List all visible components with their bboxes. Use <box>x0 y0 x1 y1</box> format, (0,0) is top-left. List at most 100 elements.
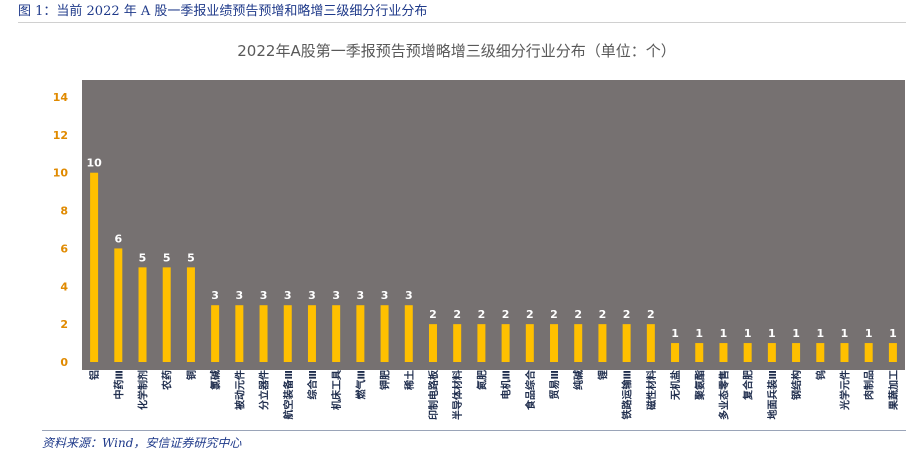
bar <box>90 172 99 362</box>
source-note: 资料来源：Wind，安信证券研究中心 <box>42 436 242 450</box>
bar <box>428 324 437 362</box>
data-label: 1 <box>744 327 752 340</box>
bar <box>622 324 631 362</box>
x-tick-label: 贸易Ⅲ <box>548 370 561 399</box>
chart-title: 2022年A股第一季报预告预增略增三级细分行业分布（单位：个） <box>237 42 676 60</box>
data-label: 3 <box>211 289 219 302</box>
x-tick-label: 农药 <box>161 370 174 391</box>
data-label: 2 <box>502 308 510 321</box>
data-label: 1 <box>816 327 824 340</box>
data-label: 3 <box>381 289 389 302</box>
bar <box>114 248 123 362</box>
data-label: 5 <box>139 251 147 264</box>
chart-frame <box>18 22 906 428</box>
x-tick-label: 地面兵装Ⅲ <box>766 370 779 419</box>
bar <box>186 267 195 362</box>
bar <box>380 305 389 362</box>
bar <box>307 305 316 362</box>
data-label: 2 <box>574 308 582 321</box>
x-tick-label: 食品综合 <box>524 369 537 411</box>
bar <box>453 324 462 362</box>
data-label: 3 <box>260 289 268 302</box>
data-label: 2 <box>599 308 607 321</box>
y-tick-label: 0 <box>60 356 68 369</box>
x-tick-label: 磁性材料 <box>645 370 658 410</box>
x-axis: 铝 中药Ⅲ 化学制剂 农药 铜 氯碱 被动元件 分立器件 航空装备Ⅲ 综合Ⅲ 机床工具 燃气Ⅲ 钾肥 稀土… <box>88 369 900 420</box>
data-label: 3 <box>308 289 316 302</box>
data-label: 2 <box>623 308 631 321</box>
data-label: 2 <box>478 308 486 321</box>
bar <box>211 305 220 362</box>
data-label: 1 <box>720 327 728 340</box>
x-tick-label: 机床工具 <box>330 370 343 410</box>
bar <box>598 324 607 362</box>
data-label: 6 <box>114 232 122 245</box>
x-tick-label: 多业态零售 <box>717 370 730 420</box>
data-label: 1 <box>792 327 800 340</box>
data-label: 10 <box>86 157 102 170</box>
x-tick-label: 中药Ⅲ <box>112 370 125 399</box>
x-tick-label: 半导体材料 <box>451 370 464 420</box>
data-label: 2 <box>526 308 534 321</box>
data-label: 5 <box>163 251 171 264</box>
bar <box>477 324 486 362</box>
x-tick-label: 光学元件 <box>838 370 851 411</box>
data-label: 3 <box>236 289 244 302</box>
bar <box>816 343 825 362</box>
x-tick-label: 钨 <box>814 370 827 380</box>
data-label: 3 <box>405 289 413 302</box>
bottom-rule <box>42 430 906 431</box>
figure-caption: 图 1：当前 2022 年 A 股一季报业绩预告预增和略增三级细分行业分布 <box>18 4 428 19</box>
bar <box>864 343 873 362</box>
data-label: 2 <box>550 308 558 321</box>
bar <box>259 305 268 362</box>
x-tick-label: 铁路运输Ⅲ <box>621 370 634 419</box>
x-tick-label: 肉制品 <box>863 370 876 400</box>
bar <box>646 324 655 362</box>
bar <box>719 343 728 362</box>
data-label: 3 <box>357 289 365 302</box>
bar <box>840 343 849 362</box>
x-tick-label: 锂 <box>596 370 609 380</box>
x-tick-label: 铜 <box>185 370 198 380</box>
data-label: 1 <box>768 327 776 340</box>
x-tick-label: 化学制剂 <box>137 370 150 410</box>
y-tick-label: 4 <box>60 280 68 293</box>
data-label: 3 <box>332 289 340 302</box>
plot-area <box>82 80 905 370</box>
bar <box>235 305 244 362</box>
x-tick-label: 被动元件 <box>233 370 246 410</box>
x-tick-label: 氯碱 <box>209 370 222 390</box>
bar <box>767 343 776 362</box>
x-tick-label: 航空装备Ⅲ <box>282 370 295 419</box>
x-tick-label: 无机盐 <box>669 370 682 401</box>
x-tick-label: 复合肥 <box>742 370 755 401</box>
x-tick-label: 纯碱 <box>572 370 585 390</box>
bar <box>356 305 365 362</box>
x-tick-label: 钾肥 <box>379 370 392 390</box>
y-tick-label: 8 <box>60 205 68 218</box>
y-tick-label: 12 <box>53 129 68 142</box>
data-label: 1 <box>841 327 849 340</box>
x-tick-label: 钢结构 <box>790 370 803 400</box>
bar <box>671 343 680 362</box>
x-tick-label: 印制电路板 <box>427 369 440 420</box>
bar <box>695 343 704 362</box>
bar <box>888 343 897 362</box>
bar <box>550 324 559 362</box>
bar <box>332 305 341 362</box>
data-label: 2 <box>647 308 655 321</box>
bar-series: 10 6 5 5 5 3 3 3 3 3 3 3 3 3 2 2 2 2 2 2 2 2 2 2 1 1 1 1 1 1 1 1 1 1 <box>86 157 897 362</box>
bar <box>283 305 292 362</box>
data-label: 1 <box>889 327 897 340</box>
bar <box>404 305 413 362</box>
bar <box>162 267 171 362</box>
x-tick-label: 电机Ⅲ <box>500 370 513 399</box>
y-tick-label: 10 <box>53 167 69 180</box>
data-label: 5 <box>187 251 195 264</box>
data-label: 1 <box>865 327 873 340</box>
bar <box>574 324 583 362</box>
bar <box>525 324 534 362</box>
data-label: 3 <box>284 289 292 302</box>
